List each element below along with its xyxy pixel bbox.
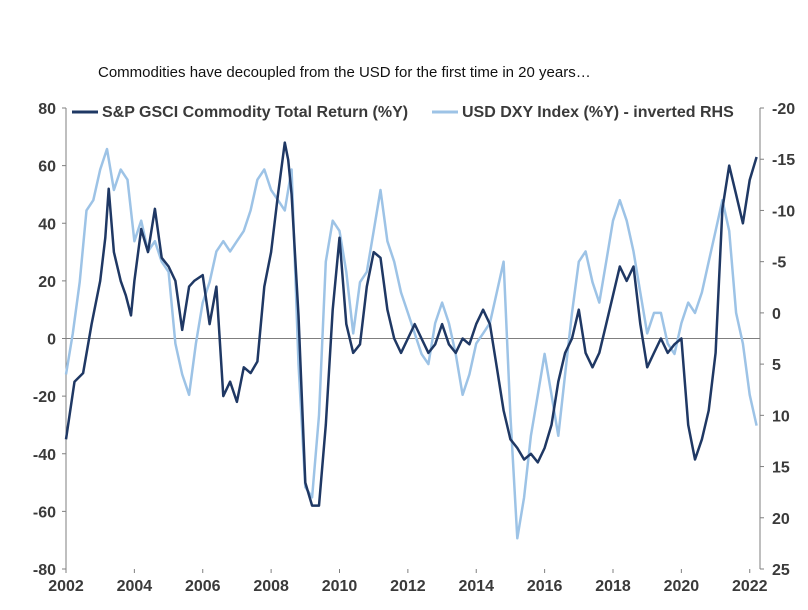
x-tick-label: 2016 xyxy=(527,578,563,595)
x-tick-label: 2022 xyxy=(732,578,768,595)
y-left-tick-label: -60 xyxy=(33,504,56,521)
x-tick-label: 2004 xyxy=(117,578,153,595)
y-right-tick-label: 10 xyxy=(772,408,790,425)
legend-label-gsci: S&P GSCI Commodity Total Return (%Y) xyxy=(102,104,408,121)
x-tick-label: 2006 xyxy=(185,578,221,595)
y-left-tick-label: 80 xyxy=(38,101,56,118)
y-left-tick-label: -40 xyxy=(33,447,56,464)
y-right-tick-label: -20 xyxy=(772,101,795,118)
x-tick-label: 2002 xyxy=(48,578,84,595)
y-left-tick-label: 60 xyxy=(38,159,56,176)
series-line-gsci xyxy=(64,141,758,507)
x-tick-label: 2008 xyxy=(253,578,289,595)
y-left-tick-label: 0 xyxy=(47,332,56,349)
y-right-tick-label: -5 xyxy=(772,255,786,272)
y-left-tick-label: 40 xyxy=(38,216,56,233)
y-left-tick-label: -20 xyxy=(33,389,56,406)
x-tick-label: 2010 xyxy=(322,578,358,595)
y-left-tick-label: 20 xyxy=(38,274,56,291)
y-right-tick-label: 20 xyxy=(772,511,790,528)
x-tick-label: 2012 xyxy=(390,578,426,595)
y-right-tick-label: -10 xyxy=(772,203,795,220)
x-tick-label: 2018 xyxy=(595,578,631,595)
series-line-dxy xyxy=(64,147,758,540)
y-right-tick-label: 5 xyxy=(772,357,781,374)
legend-label-dxy: USD DXY Index (%Y) - inverted RHS xyxy=(462,104,734,121)
x-tick-label: 2020 xyxy=(664,578,700,595)
y-right-tick-label: 0 xyxy=(772,306,781,323)
y-left-tick-label: -80 xyxy=(33,562,56,579)
x-tick-label: 2014 xyxy=(458,578,494,595)
y-right-tick-label: 25 xyxy=(772,562,790,579)
y-right-tick-label: 15 xyxy=(772,460,790,477)
chart-subtitle: Commodities have decoupled from the USD … xyxy=(98,64,591,81)
y-right-tick-label: -15 xyxy=(772,152,795,169)
